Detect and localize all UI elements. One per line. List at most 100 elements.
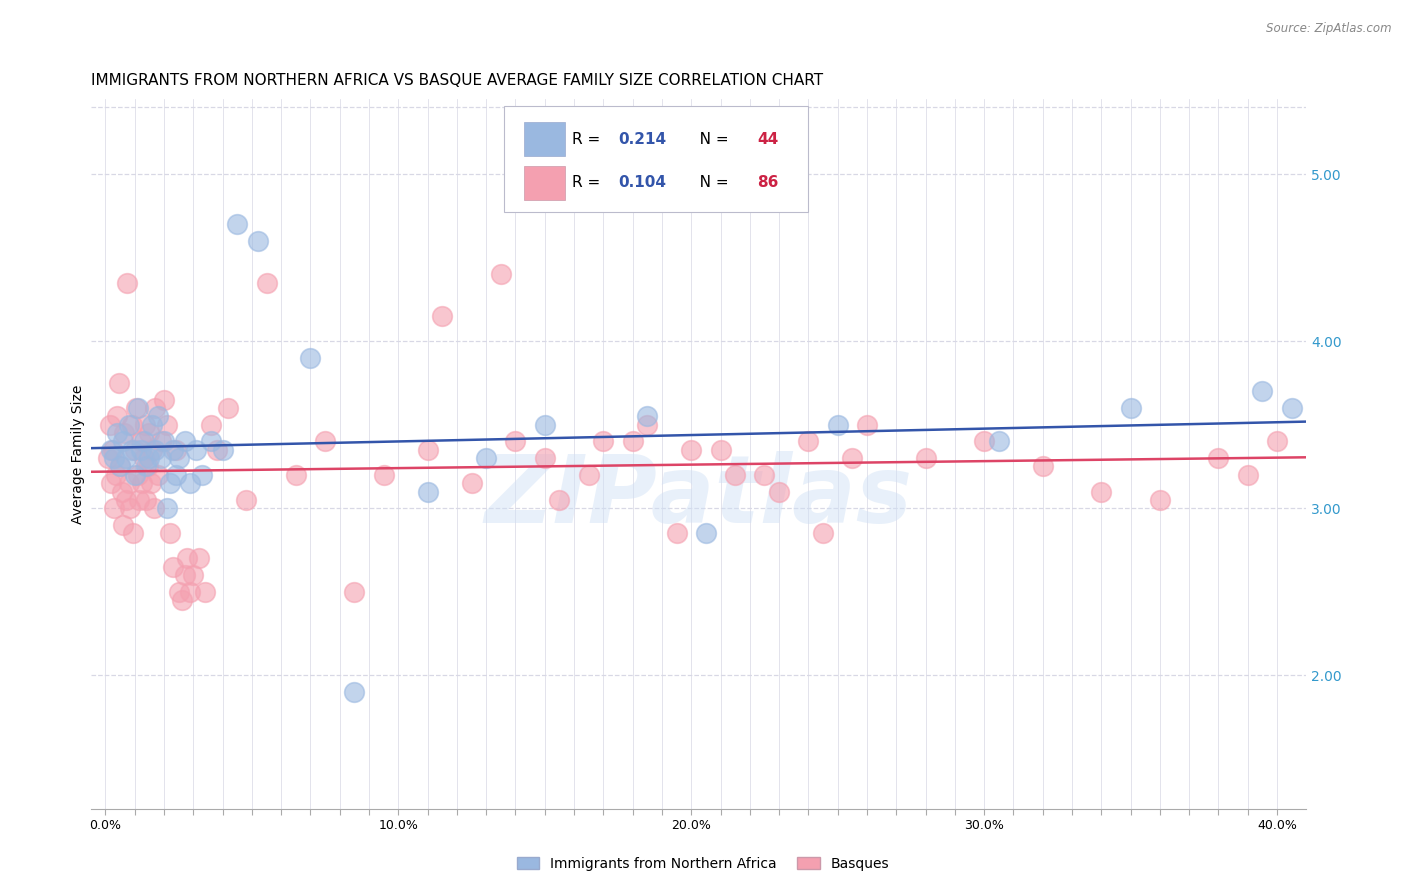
Point xyxy=(132,451,155,466)
Point xyxy=(217,401,239,415)
Point xyxy=(636,409,658,424)
Point xyxy=(724,467,747,482)
Point xyxy=(162,559,184,574)
Point xyxy=(176,551,198,566)
Text: R =: R = xyxy=(572,132,605,147)
Point xyxy=(118,476,141,491)
Point xyxy=(141,442,163,457)
Point xyxy=(111,434,134,449)
Point xyxy=(681,442,703,457)
Point xyxy=(105,425,128,440)
Point xyxy=(100,476,122,491)
Point xyxy=(146,409,169,424)
Point xyxy=(194,584,217,599)
Point xyxy=(162,442,184,457)
Point xyxy=(138,425,160,440)
Point xyxy=(179,584,201,599)
Text: 0.214: 0.214 xyxy=(619,132,666,147)
Point xyxy=(128,492,150,507)
Point xyxy=(665,526,688,541)
Point xyxy=(256,276,278,290)
Point xyxy=(143,401,166,415)
Point xyxy=(200,434,222,449)
Text: ZIPatlas: ZIPatlas xyxy=(485,450,912,542)
Point xyxy=(578,467,600,482)
Point xyxy=(505,434,527,449)
Point xyxy=(125,401,148,415)
Point xyxy=(167,451,190,466)
Point xyxy=(475,451,498,466)
FancyBboxPatch shape xyxy=(505,106,808,212)
Point xyxy=(754,467,776,482)
Point xyxy=(165,467,187,482)
Point xyxy=(127,467,149,482)
Point xyxy=(156,501,179,516)
Point xyxy=(205,442,228,457)
Text: N =: N = xyxy=(685,132,734,147)
Point xyxy=(695,526,717,541)
Point xyxy=(124,467,146,482)
Point xyxy=(115,451,138,466)
Point xyxy=(135,459,157,474)
Point xyxy=(246,234,269,248)
Point xyxy=(1149,492,1171,507)
Point xyxy=(1236,467,1258,482)
Point xyxy=(124,442,146,457)
Point xyxy=(1265,434,1288,449)
Point xyxy=(1032,459,1054,474)
Point xyxy=(121,442,143,457)
Point xyxy=(811,526,834,541)
Point xyxy=(107,376,129,390)
Point xyxy=(1281,401,1303,415)
Point xyxy=(432,309,454,323)
Point xyxy=(460,476,482,491)
Point xyxy=(136,459,159,474)
Point xyxy=(142,501,165,516)
Point xyxy=(122,526,145,541)
Point xyxy=(103,451,125,466)
Point xyxy=(111,517,134,532)
Point xyxy=(181,568,204,582)
Point xyxy=(108,459,131,474)
Point xyxy=(150,451,173,466)
Point xyxy=(827,417,849,432)
Point xyxy=(135,492,157,507)
Point xyxy=(103,501,125,516)
Point xyxy=(621,434,644,449)
Point xyxy=(101,442,124,457)
Point xyxy=(314,434,336,449)
Point xyxy=(156,417,179,432)
Point xyxy=(179,476,201,491)
Point xyxy=(141,417,163,432)
Text: 44: 44 xyxy=(756,132,778,147)
Point xyxy=(299,351,322,365)
Text: IMMIGRANTS FROM NORTHERN AFRICA VS BASQUE AVERAGE FAMILY SIZE CORRELATION CHART: IMMIGRANTS FROM NORTHERN AFRICA VS BASQU… xyxy=(91,73,823,88)
Point xyxy=(173,568,195,582)
Point xyxy=(167,584,190,599)
Point xyxy=(104,467,127,482)
Point xyxy=(489,268,512,282)
Point xyxy=(97,451,120,466)
Point xyxy=(973,434,995,449)
Point xyxy=(129,442,152,457)
Point xyxy=(768,484,790,499)
Point xyxy=(134,417,156,432)
Point xyxy=(188,551,211,566)
Point xyxy=(416,442,439,457)
FancyBboxPatch shape xyxy=(523,166,565,200)
Point xyxy=(105,409,128,424)
Point xyxy=(856,417,879,432)
Point xyxy=(709,442,731,457)
Point xyxy=(121,417,143,432)
Point xyxy=(127,401,149,415)
Point xyxy=(211,442,233,457)
Point xyxy=(592,434,614,449)
Point xyxy=(1119,401,1142,415)
Point xyxy=(114,425,136,440)
Point xyxy=(132,434,155,449)
Point xyxy=(129,434,152,449)
Point xyxy=(131,476,153,491)
Point xyxy=(373,467,395,482)
Point xyxy=(841,451,863,466)
Point xyxy=(636,417,658,432)
